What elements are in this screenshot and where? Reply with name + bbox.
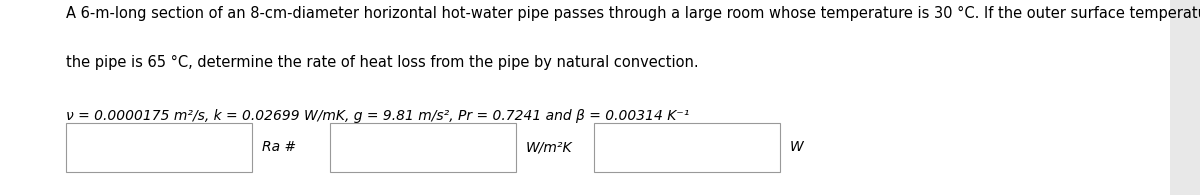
Text: W/m²K: W/m²K: [526, 140, 572, 154]
FancyBboxPatch shape: [66, 123, 252, 172]
Text: ν = 0.0000175 m²/s, k = 0.02699 W/mK, g = 9.81 m/s², Pr = 0.7241 and β = 0.00314: ν = 0.0000175 m²/s, k = 0.02699 W/mK, g …: [66, 109, 689, 123]
FancyBboxPatch shape: [330, 123, 516, 172]
Text: W: W: [790, 140, 803, 154]
Text: Ra #: Ra #: [262, 140, 295, 154]
FancyBboxPatch shape: [0, 0, 1170, 195]
Text: the pipe is 65 °C, determine the rate of heat loss from the pipe by natural conv: the pipe is 65 °C, determine the rate of…: [66, 55, 698, 70]
FancyBboxPatch shape: [594, 123, 780, 172]
Text: A 6-m-long section of an 8-cm-diameter horizontal hot-water pipe passes through : A 6-m-long section of an 8-cm-diameter h…: [66, 6, 1200, 21]
